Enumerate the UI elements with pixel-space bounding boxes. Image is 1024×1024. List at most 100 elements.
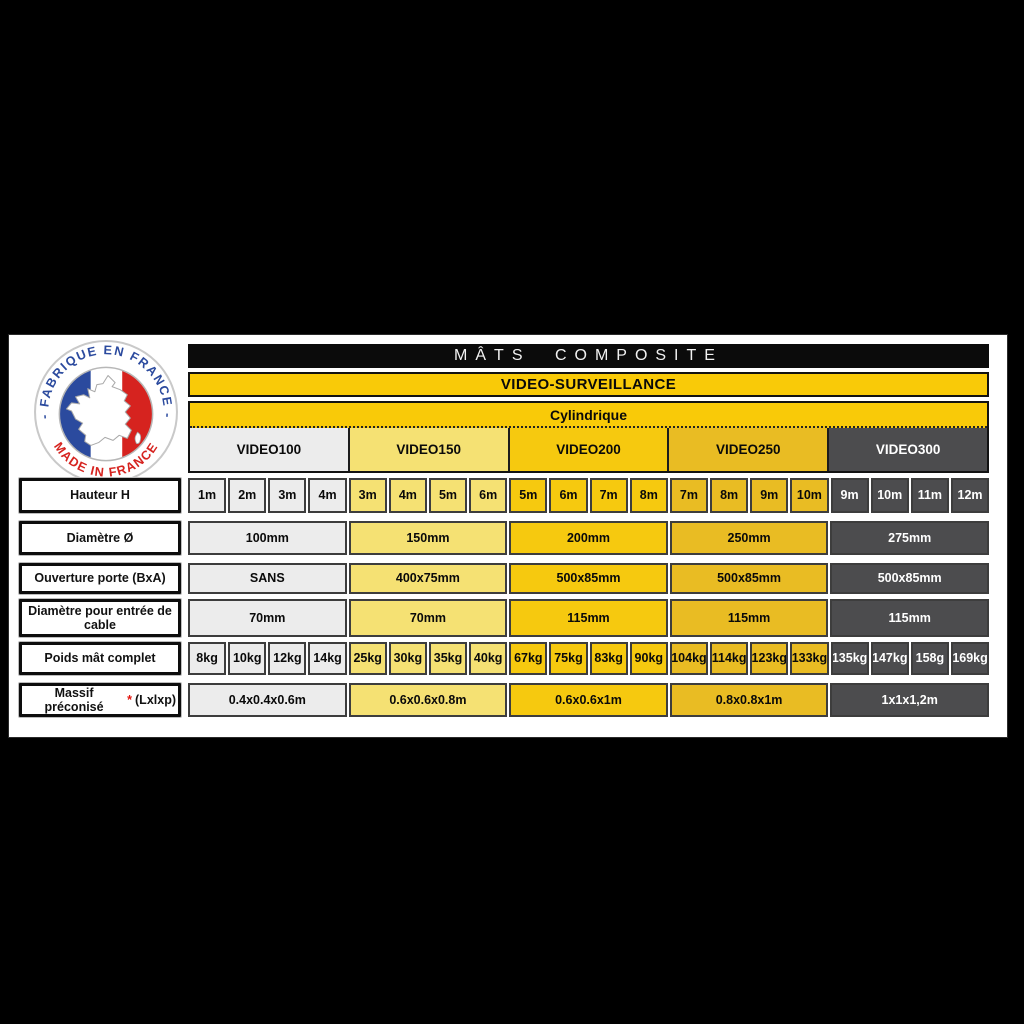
table-cell: 158g: [910, 642, 949, 675]
spec-row-ouverture-porte: Ouverture porte (BxA) SANS 400x75mm 500x85m…: [9, 563, 1007, 594]
table-cell: 12m: [950, 478, 990, 513]
column-headers: VIDEO100 VIDEO150 VIDEO200 VIDEO250 VIDEO300: [190, 426, 987, 471]
table-cell: 8m: [710, 478, 749, 513]
table-cell: 169kg: [950, 642, 990, 675]
spec-row-massif: Massif préconisé * (Lxlxp) 0.4x0.4x0.6m 0.6x…: [9, 683, 1007, 717]
row-cells: SANS 400x75mm 500x85mm 500x85mm 500x85mm: [188, 563, 989, 594]
row-label-diametre: Diamètre Ø: [19, 521, 181, 555]
row-label-hauteur: Hauteur H: [19, 478, 181, 513]
table-cell: 500x85mm: [830, 563, 989, 594]
row-cells: 0.4x0.4x0.6m 0.6x0.6x0.8m 0.6x0.6x1m 0.8x0.…: [188, 683, 989, 717]
table-cell: 7m: [669, 478, 709, 513]
row-label-text: Diamètre Ø: [66, 530, 134, 545]
table-cell: 3m: [348, 478, 387, 513]
table-cell: 12kg: [268, 642, 307, 675]
table-cell: 35kg: [428, 642, 468, 675]
table-cell: 11m: [910, 478, 949, 513]
table-cell: 8m: [629, 478, 668, 513]
table-cell: 0.4x0.4x0.6m: [188, 683, 347, 717]
page-title: MÂTS COMPOSITE: [454, 347, 723, 364]
table-cell: 4m: [388, 478, 427, 513]
table-cell: 500x85mm: [509, 563, 668, 594]
row-cells: 8kg 10kg 12kg 14kg 25kg 30kg 35kg 40kg 67kg 75kg 8…: [188, 642, 990, 675]
shape-label-bar: Cylindrique: [190, 403, 987, 426]
row-cells: 1m 2m 3m 4m 3m 4m 5m 6m 5m 6m 7m 8m 7m 8m 9m 10m 9m 10m 11…: [188, 478, 990, 513]
column-header-video300: VIDEO300: [827, 428, 987, 471]
table-cell: 500x85mm: [669, 563, 829, 594]
table-cell: 70mm: [188, 599, 347, 637]
table-cell: 9m: [830, 478, 869, 513]
spec-row-hauteur: Hauteur H 1m 2m 3m 4m 3m 4m 5m 6m 5m 6m 7m 8m 7m 8m 9m 1…: [9, 478, 1007, 513]
spec-sheet-panel: - FABRIQUE EN FRANCE - MADE IN FRANCE MÂ…: [8, 334, 1008, 738]
title-bar: MÂTS COMPOSITE: [188, 344, 989, 368]
table-cell: 150mm: [348, 521, 508, 555]
table-cell: 10m: [790, 478, 829, 513]
table-cell: 4m: [308, 478, 347, 513]
table-cell: 6m: [469, 478, 508, 513]
row-label-text: Diamètre pour entrée de cable: [28, 603, 172, 632]
table-cell: 135kg: [830, 642, 869, 675]
table-cell: 0.6x0.6x1m: [509, 683, 668, 717]
spec-row-poids: Poids mât complet 8kg 10kg 12kg 14kg 25kg 30kg…: [9, 642, 1007, 675]
table-cell: 133kg: [790, 642, 829, 675]
column-header-video200: VIDEO200: [507, 428, 668, 471]
table-cell: 75kg: [549, 642, 588, 675]
subtitle-text: VIDEO-SURVEILLANCE: [500, 376, 677, 393]
table-cell: 1m: [188, 478, 227, 513]
table-cell: 3m: [268, 478, 307, 513]
row-label-text: Hauteur H: [70, 488, 130, 503]
required-asterisk: *: [127, 692, 133, 707]
row-label-massif: Massif préconisé * (Lxlxp): [19, 683, 181, 717]
row-label-suffix: (Lxlxp): [135, 692, 176, 707]
table-cell: 10kg: [228, 642, 267, 675]
table-cell: 250mm: [669, 521, 829, 555]
table-cell: SANS: [188, 563, 347, 594]
table-cell: 104kg: [669, 642, 709, 675]
table-cell: 6m: [549, 478, 588, 513]
table-cell: 90kg: [629, 642, 668, 675]
table-cell: 67kg: [509, 642, 548, 675]
table-cell: 2m: [228, 478, 267, 513]
column-header-video150: VIDEO150: [347, 428, 508, 471]
table-cell: 30kg: [388, 642, 427, 675]
table-cell: 10m: [870, 478, 909, 513]
table-cell: 115mm: [669, 599, 829, 637]
spec-rows: Hauteur H 1m 2m 3m 4m 3m 4m 5m 6m 5m 6m 7m 8m 7m 8m 9m 1…: [9, 335, 1007, 737]
shape-label: Cylindrique: [549, 406, 627, 423]
spec-row-entree-cable: Diamètre pour entrée de cable 70mm 70mm 115…: [9, 599, 1007, 637]
table-cell: 114kg: [710, 642, 749, 675]
table-cell: 200mm: [509, 521, 668, 555]
corsica-icon: [134, 431, 142, 444]
made-in-france-logo: - FABRIQUE EN FRANCE - MADE IN FRANCE: [34, 340, 178, 484]
row-cells: 70mm 70mm 115mm 115mm 115mm: [188, 599, 989, 637]
table-cell: 1x1x1,2m: [830, 683, 989, 717]
table-cell: 275mm: [830, 521, 989, 555]
table-cell: 5m: [428, 478, 468, 513]
row-label-text: Poids mât complet: [44, 651, 156, 666]
row-label-ouverture-porte: Ouverture porte (BxA): [19, 563, 181, 594]
table-cell: 400x75mm: [348, 563, 508, 594]
table-cell: 115mm: [830, 599, 989, 637]
table-header-block: Cylindrique VIDEO100 VIDEO150 VIDEO200 VIDE…: [188, 401, 989, 473]
table-cell: 8kg: [188, 642, 227, 675]
table-cell: 14kg: [308, 642, 347, 675]
france-map-icon: [65, 374, 132, 446]
column-header-video100: VIDEO100: [190, 428, 348, 471]
table-cell: 100mm: [188, 521, 347, 555]
subtitle-bar: VIDEO-SURVEILLANCE: [188, 372, 989, 397]
row-cells: 100mm 150mm 200mm 250mm 275mm: [188, 521, 989, 555]
row-label-entree-cable: Diamètre pour entrée de cable: [19, 599, 181, 637]
row-label-text: Massif préconisé: [44, 685, 104, 714]
table-cell: 9m: [750, 478, 789, 513]
table-cell: 40kg: [469, 642, 508, 675]
table-cell: 115mm: [509, 599, 668, 637]
spec-row-diametre: Diamètre Ø 100mm 150mm 200mm 250mm 275mm: [9, 521, 1007, 555]
table-cell: 123kg: [750, 642, 789, 675]
column-header-video250: VIDEO250: [667, 428, 828, 471]
row-label-poids: Poids mât complet: [19, 642, 181, 675]
table-cell: 5m: [509, 478, 548, 513]
table-cell: 25kg: [348, 642, 387, 675]
row-label-text: Ouverture porte (BxA): [34, 571, 166, 586]
table-cell: 83kg: [589, 642, 628, 675]
